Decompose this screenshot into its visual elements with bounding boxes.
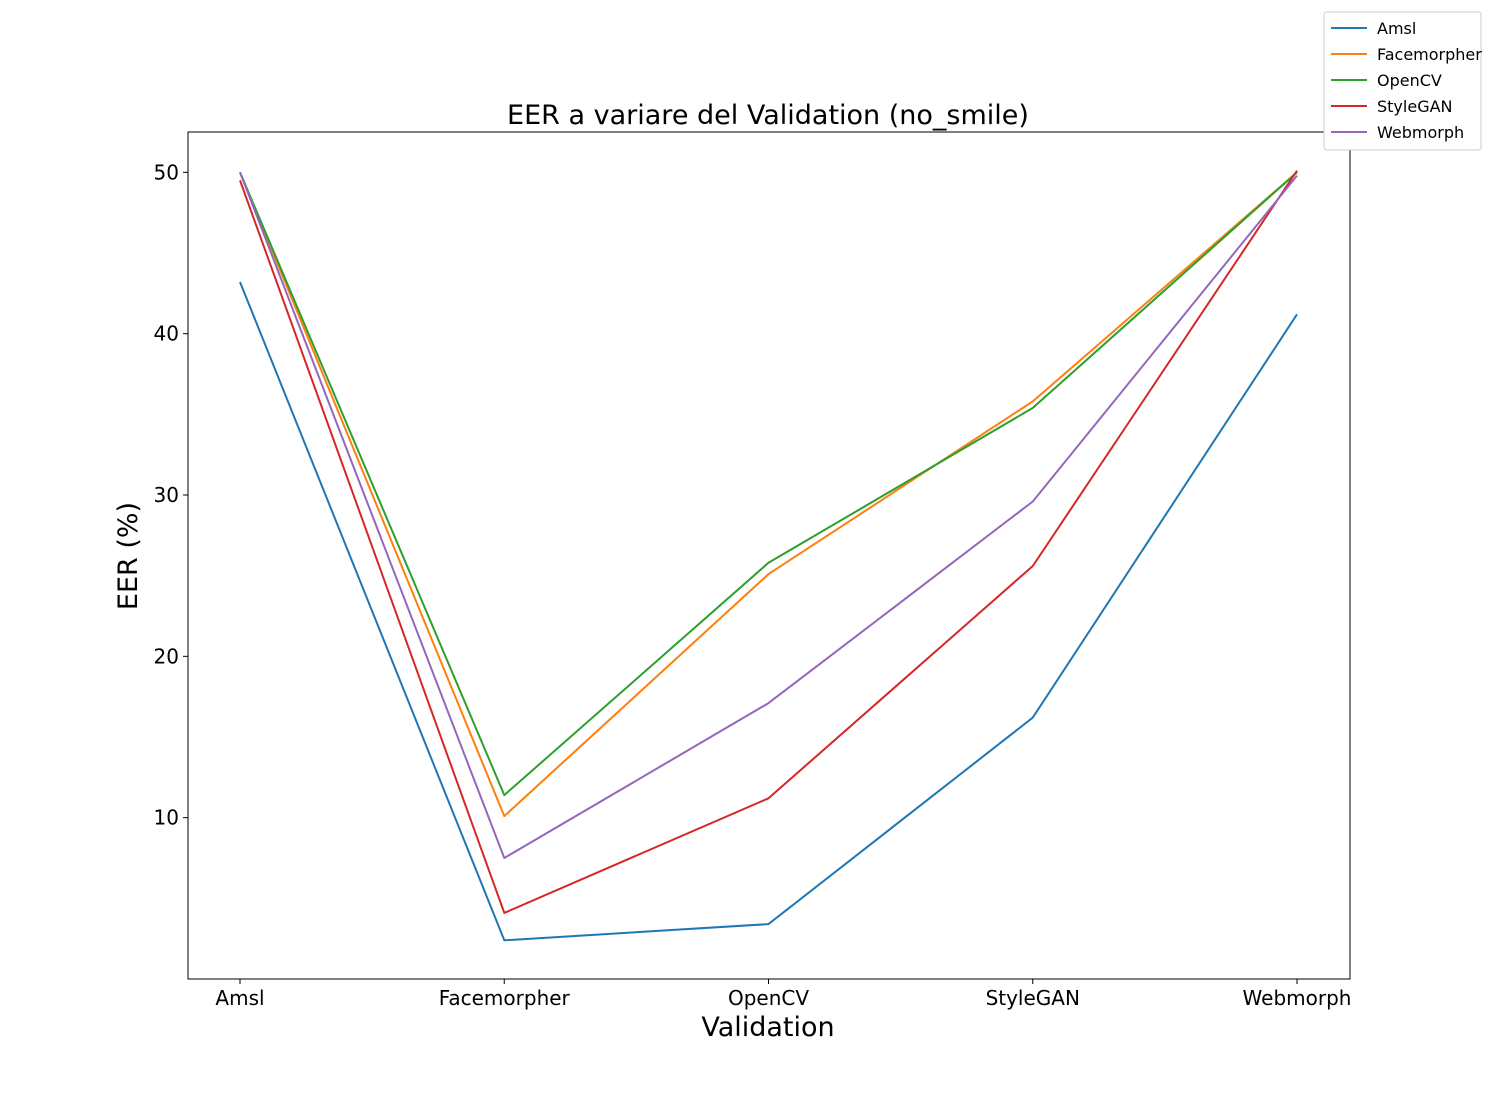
- x-tick-label: StyleGAN: [986, 986, 1080, 1010]
- legend-label-amsl: Amsl: [1377, 19, 1416, 38]
- y-tick-label: 20: [154, 644, 179, 668]
- plot-area-frame: [187, 131, 1351, 980]
- series-layer: [239, 170, 1298, 942]
- y-axis-title: EER (%): [113, 502, 144, 610]
- legend-label-opencv: OpenCV: [1377, 71, 1442, 90]
- legend-label-stylegan: StyleGAN: [1377, 97, 1453, 116]
- chart-title: EER a variare del Validation (no_smile): [507, 100, 1029, 131]
- series-line-stylegan: [239, 170, 1298, 914]
- y-tick-label: 30: [154, 483, 179, 507]
- legend-label-webmorph: Webmorph: [1377, 123, 1464, 142]
- y-tick-label: 50: [154, 160, 179, 184]
- x-tick-label: OpenCV: [728, 986, 809, 1010]
- series-line-facemorpher: [239, 171, 1298, 818]
- series-line-webmorph: [239, 171, 1298, 859]
- x-tick-label: Facemorpher: [439, 986, 571, 1010]
- x-tick-label: Webmorph: [1243, 986, 1352, 1010]
- legend-label-facemorpher: Facemorpher: [1377, 45, 1482, 64]
- x-axis: Amsl Facemorpher OpenCV StyleGAN Webmorph: [215, 979, 1351, 1010]
- y-tick-label: 10: [154, 806, 179, 830]
- x-axis-title: Validation: [701, 1012, 834, 1043]
- legend: Amsl Facemorpher OpenCV StyleGAN Webmorph: [1323, 11, 1482, 151]
- series-line-amsl: [239, 281, 1298, 942]
- legend-box: [1323, 11, 1482, 151]
- y-axis: 10 20 30 40 50: [154, 160, 188, 830]
- series-line-opencv: [239, 171, 1298, 797]
- y-tick-label: 40: [154, 322, 179, 346]
- x-tick-label: Amsl: [215, 986, 264, 1010]
